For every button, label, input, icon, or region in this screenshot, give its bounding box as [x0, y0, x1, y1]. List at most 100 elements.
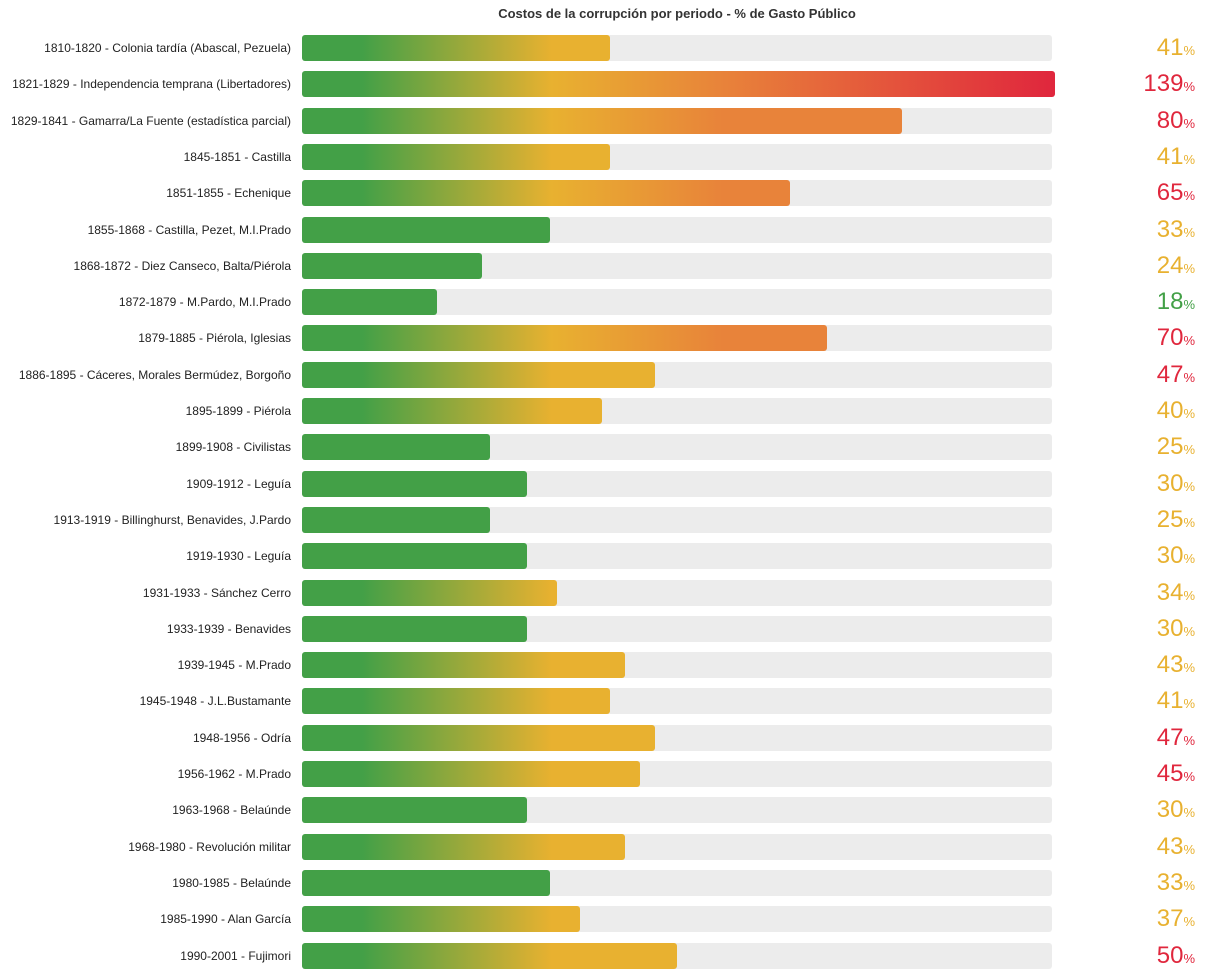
bar: [302, 398, 602, 424]
bar: [302, 71, 1055, 98]
value-label: 65%: [1156, 179, 1195, 207]
value-label: 41%: [1156, 142, 1195, 170]
value-label: 37%: [1156, 905, 1195, 933]
bar-row: 1851-1855 - Echenique 65%: [0, 179, 1209, 216]
category-label: 1968-1980 - Revolución militar: [128, 839, 291, 854]
value-label: 30%: [1156, 796, 1195, 824]
bar: [302, 906, 580, 933]
value-label: 50%: [1156, 941, 1195, 969]
bar: [302, 361, 655, 388]
bar: [302, 470, 527, 497]
category-label: 1963-1968 - Belaúnde: [172, 803, 291, 818]
value-label: 47%: [1156, 723, 1195, 751]
bar: [302, 434, 490, 461]
bar: [302, 252, 482, 279]
bar-row: 1810-1820 - Colonia tardía (Abascal, Pez…: [0, 34, 1209, 71]
value-label: 45%: [1156, 760, 1195, 787]
value-label: 34%: [1156, 578, 1195, 606]
category-label: 1919-1930 - Leguía: [186, 549, 291, 564]
category-label: 1851-1855 - Echenique: [166, 186, 291, 201]
bar-row: 1990-2001 - Fujimori 50%: [0, 941, 1209, 979]
bar: [302, 216, 550, 243]
bar-row: 1963-1968 - Belaúnde 30%: [0, 796, 1209, 833]
category-label: 1845-1851 - Castilla: [183, 149, 291, 164]
category-label: 1821-1829 - Independencia temprana (Libe…: [12, 77, 291, 92]
category-label: 1872-1879 - M.Pardo, M.I.Prado: [118, 295, 291, 310]
bar: [302, 107, 902, 134]
bar-row: 1933-1939 - Benavides 30%: [0, 614, 1209, 652]
bar: [302, 35, 610, 61]
category-label: 1810-1820 - Colonia tardía (Abascal, Pez…: [44, 41, 291, 55]
bar: [302, 325, 827, 352]
value-label: 25%: [1156, 505, 1195, 533]
bar: [302, 543, 527, 570]
bar-row: 1845-1851 - Castilla 41%: [0, 142, 1209, 180]
bar-row: 1868-1872 - Diez Canseco, Balta/Piérola 2…: [0, 251, 1209, 289]
bar: [302, 289, 437, 316]
category-label: 1909-1912 - Leguía: [186, 476, 291, 491]
bar-row: 1909-1912 - Leguía 30%: [0, 469, 1209, 507]
bar-row: 1872-1879 - M.Pardo, M.I.Prado 18%: [0, 288, 1209, 325]
value-label: 40%: [1156, 397, 1195, 424]
bar-row: 1895-1899 - Piérola 40%: [0, 397, 1209, 434]
category-label: 1868-1872 - Diez Canseco, Balta/Piérola: [73, 258, 291, 273]
bar: [302, 761, 640, 787]
bar-row: 1855-1868 - Castilla, Pezet, M.I.Prado 33…: [0, 215, 1209, 253]
bar: [302, 615, 527, 642]
bar: [302, 869, 550, 896]
bar-row: 1919-1930 - Leguía 30%: [0, 542, 1209, 579]
category-label: 1886-1895 - Cáceres, Morales Bermúdez, B…: [18, 367, 291, 382]
bar-row: 1968-1980 - Revolución militar 43%: [0, 832, 1209, 870]
category-label: 1939-1945 - M.Prado: [177, 658, 291, 673]
bar-row: 1985-1990 - Alan García 37%: [0, 905, 1209, 942]
bar-row: 1913-1919 - Billinghurst, Benavides, J.P…: [0, 505, 1209, 543]
value-label: 139%: [1143, 70, 1195, 98]
bar: [302, 688, 610, 715]
category-label: 1933-1939 - Benavides: [166, 621, 291, 636]
value-label: 41%: [1156, 687, 1195, 715]
bar-row: 1879-1885 - Piérola, Iglesias 70%: [0, 324, 1209, 361]
category-label: 1980-1985 - Belaúnde: [172, 875, 291, 890]
bar: [302, 506, 490, 533]
value-label: 33%: [1156, 215, 1195, 243]
category-label: 1829-1841 - Gamarra/La Fuente (estadísti…: [10, 113, 291, 128]
value-label: 30%: [1156, 614, 1195, 642]
bar: [302, 180, 790, 207]
bar-row: 1931-1933 - Sánchez Cerro 34%: [0, 578, 1209, 616]
value-label: 70%: [1156, 324, 1195, 352]
bar: [302, 942, 677, 969]
value-label: 80%: [1156, 106, 1195, 134]
value-label: 30%: [1156, 469, 1195, 497]
category-label: 1990-2001 - Fujimori: [180, 948, 291, 963]
category-label: 1985-1990 - Alan García: [160, 912, 291, 927]
bar: [302, 797, 527, 824]
category-label: 1899-1908 - Civilistas: [175, 440, 291, 455]
bar: [302, 579, 557, 606]
bar-row: 1899-1908 - Civilistas 25%: [0, 433, 1209, 470]
value-label: 47%: [1156, 360, 1195, 388]
value-label: 43%: [1156, 651, 1195, 679]
bar-row: 1821-1829 - Independencia temprana (Libe…: [0, 70, 1209, 107]
value-label: 33%: [1156, 868, 1195, 896]
bar-row: 1945-1948 - J.L.Bustamante 41%: [0, 687, 1209, 724]
category-label: 1948-1956 - Odría: [192, 730, 291, 745]
bar: [302, 833, 625, 860]
value-label: 41%: [1156, 34, 1195, 61]
value-label: 43%: [1156, 832, 1195, 860]
category-label: 1913-1919 - Billinghurst, Benavides, J.P…: [53, 512, 291, 527]
bar-row: 1980-1985 - Belaúnde 33%: [0, 868, 1209, 906]
value-label: 18%: [1156, 288, 1195, 316]
bar: [302, 143, 610, 170]
bar-row: 1948-1956 - Odría 47%: [0, 723, 1209, 761]
bar: [302, 724, 655, 751]
value-label: 24%: [1156, 251, 1195, 279]
value-label: 30%: [1156, 542, 1195, 570]
category-label: 1895-1899 - Piérola: [185, 404, 291, 418]
bar-row: 1956-1962 - M.Prado 45%: [0, 760, 1209, 797]
value-label: 25%: [1156, 433, 1195, 461]
category-label: 1956-1962 - M.Prado: [177, 767, 291, 781]
category-label: 1945-1948 - J.L.Bustamante: [139, 694, 291, 709]
category-label: 1931-1933 - Sánchez Cerro: [142, 585, 291, 600]
bar-row: 1886-1895 - Cáceres, Morales Bermúdez, B…: [0, 360, 1209, 398]
bar-row: 1939-1945 - M.Prado 43%: [0, 651, 1209, 688]
